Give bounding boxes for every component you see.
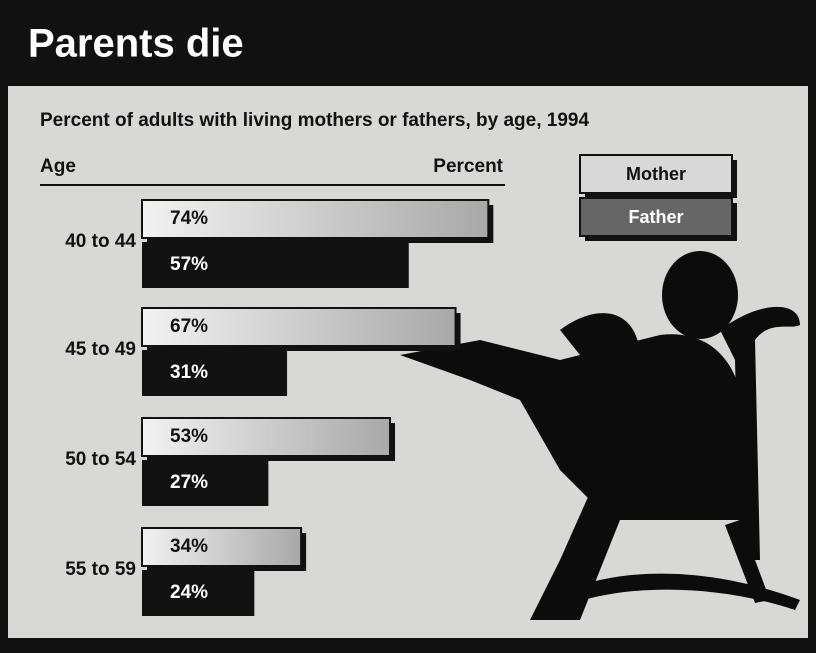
legend-label: Father (628, 207, 683, 227)
chart: Parents die Percent of adults with livin… (0, 0, 816, 653)
value-label: 31% (170, 362, 208, 383)
value-label: 53% (170, 426, 208, 447)
bar (142, 350, 287, 396)
y-tick-label: 55 to 59 (65, 559, 136, 580)
y-tick-label: 50 to 54 (65, 449, 136, 470)
bar (142, 528, 301, 566)
subtitle: Percent of adults with living mothers or… (40, 110, 589, 131)
page: Parents die Percent of adults with livin… (0, 0, 816, 653)
y-tick-label: 45 to 49 (65, 339, 136, 360)
value-label: 27% (170, 472, 208, 493)
legend-label: Mother (626, 164, 686, 184)
y-axis-title: Age (40, 156, 76, 177)
value-label: 67% (170, 316, 208, 337)
value-label: 74% (170, 208, 208, 229)
value-label: 24% (170, 582, 208, 603)
x-axis-title: Percent (433, 156, 503, 177)
chart-title: Parents die (28, 22, 244, 66)
value-label: 57% (170, 254, 208, 275)
value-label: 34% (170, 536, 208, 557)
y-tick-label: 40 to 44 (65, 231, 136, 252)
